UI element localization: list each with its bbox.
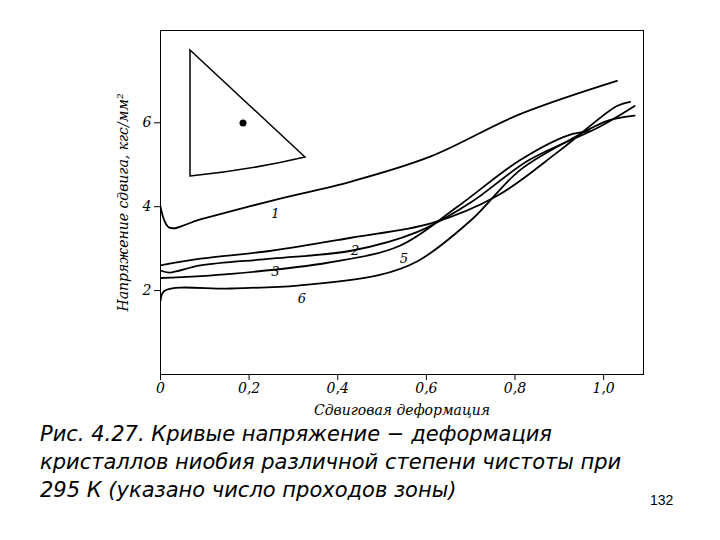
svg-text:0,6: 0,6 (415, 380, 437, 396)
svg-text:4: 4 (142, 198, 152, 214)
svg-text:Сдвиговая деформация: Сдвиговая деформация (314, 402, 490, 418)
svg-text:Напряжение сдвига, кгс/мм²: Напряжение сдвига, кгс/мм² (115, 93, 131, 312)
svg-text:0: 0 (156, 380, 165, 396)
html-text:132: 132 (650, 492, 674, 508)
svg-text:1,0: 1,0 (592, 380, 614, 396)
svg-text:6: 6 (298, 291, 306, 306)
svg-text:3: 3 (271, 264, 279, 279)
svg-text:2: 2 (142, 282, 152, 298)
html-text:Рис. 4.27. Кривые напряжение −: Рис. 4.27. Кривые напряжение − деформаци… (40, 422, 622, 502)
svg-text:0,2: 0,2 (238, 380, 260, 396)
svg-text:1: 1 (271, 206, 279, 221)
svg-text:5: 5 (400, 251, 408, 266)
svg-text:0,4: 0,4 (327, 380, 349, 396)
svg-text:0,8: 0,8 (504, 380, 526, 396)
svg-text:2: 2 (350, 242, 360, 258)
svg-text:6: 6 (143, 114, 152, 130)
